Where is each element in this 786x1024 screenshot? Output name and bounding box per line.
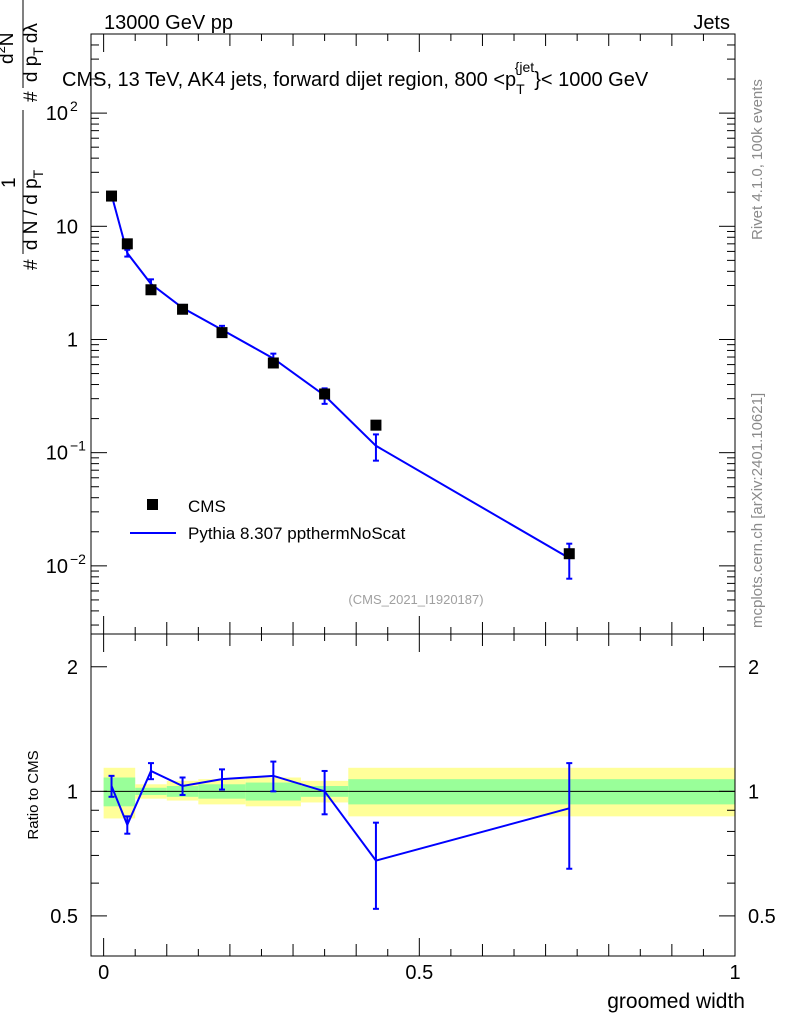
svg-text:# d pTdλ: # d pTdλ <box>21 23 46 102</box>
top-ytick-label: 10 <box>46 103 68 125</box>
header-left: 13000 GeV pp <box>104 12 233 34</box>
top-series <box>106 190 575 580</box>
top-y-label-numerator: 1 <box>0 177 20 188</box>
xtick-labels: 0 0.5 1 <box>98 962 740 984</box>
cms-point <box>267 357 279 369</box>
top-ytick-exponent: 2 <box>70 98 78 114</box>
top-panel-frame <box>90 33 736 635</box>
legend-label-cms: CMS <box>188 497 226 516</box>
mcplots-label: mcplots.cern.ch [arXiv:2401.10621] <box>749 393 766 628</box>
bottom-ytick-label-left: 1 <box>67 781 78 803</box>
bottom-ytick-labels: 0.5 0.5 1 1 2 2 <box>50 657 776 928</box>
cms-point <box>121 238 133 250</box>
bottom-ytick-label-right: 1 <box>748 781 759 803</box>
xtick-label: 0 <box>98 962 109 984</box>
cms-point <box>216 327 228 339</box>
main-title: CMS, 13 TeV, AK4 jets, forward dijet reg… <box>62 59 649 97</box>
cms-point <box>145 284 157 296</box>
legend-marker-cms <box>147 499 158 510</box>
bottom-series <box>108 760 573 910</box>
bottom-panel: 0.5 0.51 12 2 0 0.5 1 Ratio to CMS groomed wi… <box>25 633 776 1013</box>
cms-point <box>319 388 331 400</box>
top-ytick-label: 10 <box>46 443 68 465</box>
bottom-panel-frame <box>90 633 736 957</box>
svg-text:d2N: d2N <box>0 32 18 64</box>
cms-point <box>563 548 575 560</box>
top-ytick-exponent: −1 <box>70 438 86 454</box>
rivet-label: Rivet 4.1.0, 100k events <box>749 79 766 240</box>
top-y-label: # d N / d pT 1 # d pTdλ d2N <box>0 0 46 270</box>
top-ytick-exponent: −2 <box>70 551 86 567</box>
x-axis-label: groomed width <box>607 990 745 1013</box>
bottom-ytick-label-left: 0.5 <box>50 906 78 928</box>
green-band <box>103 777 136 807</box>
cms-point <box>106 190 118 202</box>
bottom-ytick-label-right: 0.5 <box>748 906 776 928</box>
bottom-ticks <box>91 634 736 957</box>
xtick-label: 0.5 <box>405 962 433 984</box>
bottom-y-label: Ratio to CMS <box>25 750 42 839</box>
top-ytick-label: 10 <box>46 556 68 578</box>
xtick-label: 1 <box>729 962 740 984</box>
top-ytick-label: 1 <box>67 329 78 351</box>
svg-text:# d N / d pT: # d N / d pT <box>21 169 46 270</box>
bottom-ytick-label-left: 2 <box>67 657 78 679</box>
cms-point <box>370 419 382 431</box>
top-ytick-label: 10 <box>56 216 78 238</box>
cms-point <box>177 303 189 315</box>
pythia-line <box>110 194 570 560</box>
legend: CMS Pythia 8.307 ppthermNoScat <box>130 497 406 543</box>
uncertainty-bands <box>103 767 735 819</box>
watermark: (CMS_2021_I1920187) <box>348 592 483 607</box>
bottom-ytick-label-right: 2 <box>748 657 759 679</box>
header-right: Jets <box>693 12 730 34</box>
legend-label-pythia: Pythia 8.307 ppthermNoScat <box>188 524 406 543</box>
top-ticks <box>91 33 736 634</box>
